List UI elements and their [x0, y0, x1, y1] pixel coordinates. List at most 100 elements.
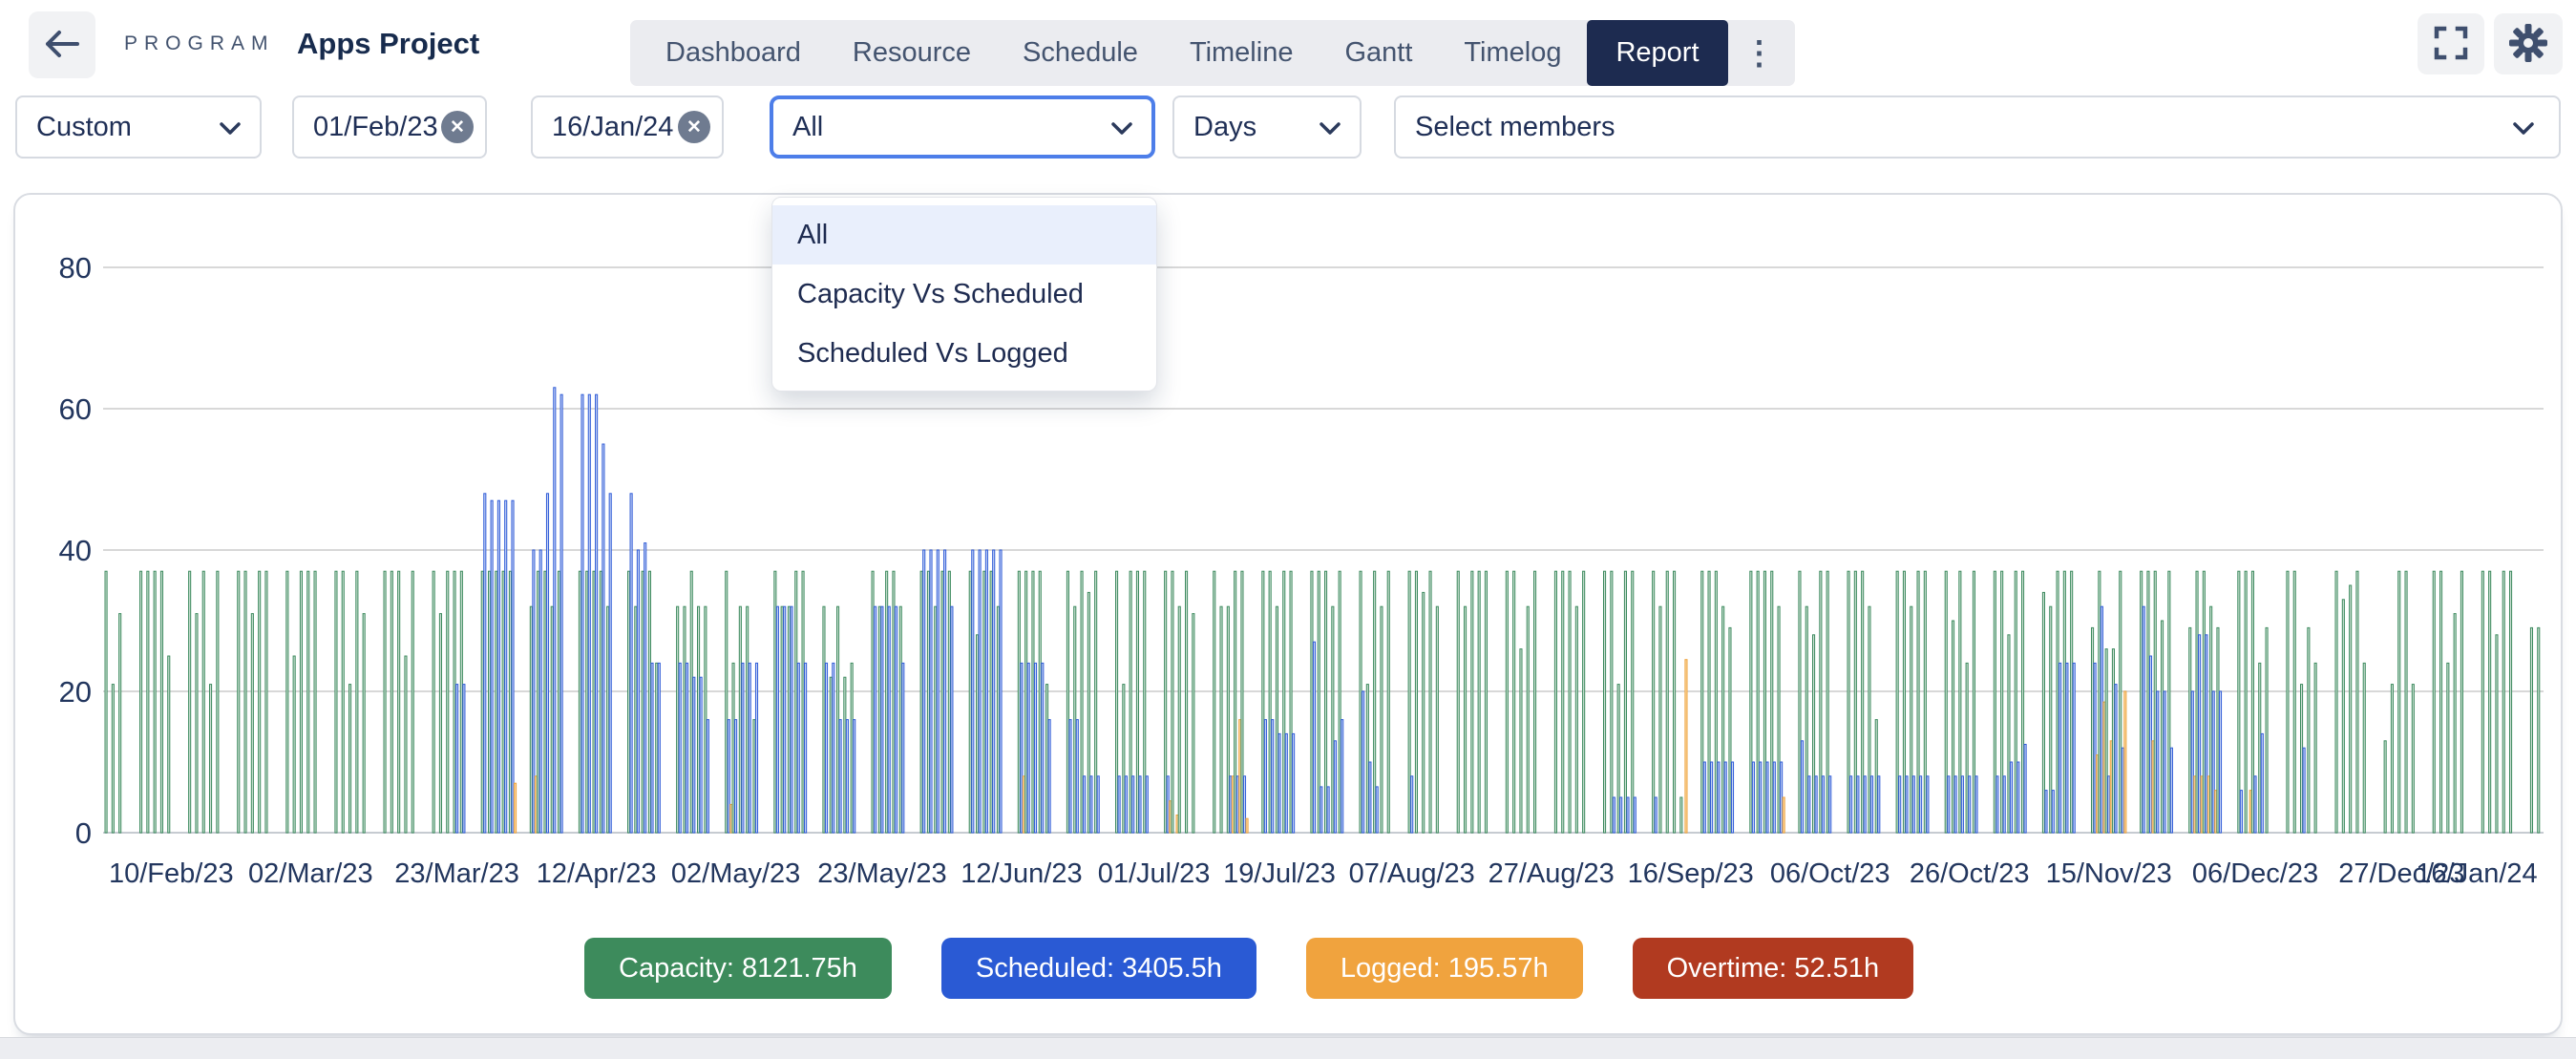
legend-scheduled-button[interactable]: Scheduled: 3405.5h: [940, 938, 1256, 999]
bar-capacity-day-47: [432, 570, 435, 834]
tab-gantt[interactable]: Gantt: [1344, 37, 1413, 68]
bar-capacity-day-58: [508, 570, 513, 834]
bar-capacity-day-2: [118, 613, 122, 834]
bar-scheduled-day-273: [2009, 761, 2014, 834]
bar-scheduled-day-140: [1083, 775, 1087, 834]
bar-capacity-day-114: [898, 605, 902, 834]
bar-capacity-day-28: [299, 570, 303, 834]
bar-capacity-day-92: [746, 605, 750, 834]
bar-capacity-day-100: [801, 570, 805, 834]
bar-capacity-day-258: [1902, 570, 1907, 834]
menu-option-all[interactable]: All: [772, 205, 1156, 265]
members-select[interactable]: Select members: [1394, 95, 2561, 159]
bar-capacity-day-288: [2111, 648, 2115, 834]
bar-capacity-day-268: [1972, 570, 1975, 834]
menu-option-capacity-vs-scheduled[interactable]: Capacity Vs Scheduled: [797, 278, 1084, 309]
bar-capacity-day-195: [1464, 605, 1467, 834]
bar-scheduled-day-82: [678, 662, 682, 834]
bar-capacity-day-69: [585, 570, 589, 834]
legend-overtime-button[interactable]: Overtime: 52.51h: [1632, 938, 1914, 999]
back-button[interactable]: [29, 11, 95, 78]
tab-resource[interactable]: Resource: [852, 37, 971, 68]
x-axis-label-19-Jul-23: 19/Jul/23: [1223, 858, 1336, 889]
clear-date-from-icon[interactable]: ✕: [441, 111, 474, 143]
tabs-more-menu-icon[interactable]: ⋮: [1742, 34, 1776, 72]
bar-capacity-day-76: [634, 605, 638, 834]
clear-date-to-icon[interactable]: ✕: [678, 111, 710, 143]
bar-capacity-day-217: [1616, 684, 1620, 834]
tab-dashboard[interactable]: Dashboard: [665, 37, 801, 68]
y-axis-label-60: 60: [59, 392, 92, 426]
bar-capacity-day-222: [1652, 570, 1656, 834]
bar-capacity-day-208: [1553, 570, 1558, 834]
bar-capacity-day-78: [647, 570, 652, 834]
bar-capacity-day-138: [1066, 570, 1070, 834]
bar-capacity-day-26: [285, 570, 289, 834]
bar-capacity-day-216: [1610, 570, 1614, 834]
bar-capacity-day-154: [1177, 605, 1181, 834]
chart-legend: Capacity: 8121.75h Scheduled: 3405.5h Logg…: [584, 938, 1914, 999]
bar-capacity-day-302: [2209, 605, 2213, 834]
legend-capacity-button[interactable]: Capacity: 8121.75h: [584, 938, 892, 999]
page-title: Apps Project: [297, 27, 480, 60]
report-type-select[interactable]: All: [770, 95, 1155, 159]
bar-capacity-day-236: [1749, 570, 1753, 834]
bar-capacity-day-286: [2098, 570, 2101, 834]
bar-capacity-day-112: [885, 570, 889, 834]
program-label: PROGRAM: [124, 32, 275, 54]
bar-scheduled-day-237: [1759, 761, 1763, 834]
bar-scheduled-day-86: [706, 719, 709, 834]
x-axis-label-06-Oct-23: 06/Oct/23: [1770, 858, 1890, 889]
chevron-down-icon: [1320, 112, 1341, 143]
bar-capacity-day-260: [1916, 570, 1920, 834]
bar-capacity-day-194: [1456, 570, 1460, 834]
bar-capacity-day-182: [1373, 570, 1377, 834]
bar-scheduled-day-231: [1717, 761, 1721, 834]
bar-scheduled-day-259: [1911, 775, 1915, 834]
bar-capacity-day-51: [459, 570, 463, 834]
settings-button[interactable]: [2494, 13, 2563, 74]
bar-scheduled-day-99: [796, 662, 800, 834]
granularity-value: Days: [1193, 111, 1257, 142]
granularity-select[interactable]: Days: [1172, 95, 1362, 159]
date-from-field[interactable]: 01/Feb/23 ✕: [292, 95, 487, 159]
bar-capacity-day-309: [2258, 662, 2262, 834]
bar-scheduled-day-230: [1710, 761, 1714, 834]
bar-capacity-day-238: [1763, 570, 1767, 834]
bar-scheduled-day-301: [2205, 634, 2208, 834]
bar-capacity-day-63: [543, 570, 547, 834]
tab-report[interactable]: Report: [1587, 20, 1728, 86]
bar-logged-day-289: [2123, 690, 2127, 834]
date-to-field[interactable]: 16/Jan/24 ✕: [531, 95, 724, 159]
bar-capacity-day-181: [1365, 684, 1369, 834]
bar-scheduled-day-121: [950, 605, 954, 834]
bar-capacity-day-42: [397, 570, 401, 834]
bar-capacity-day-250: [1847, 570, 1850, 834]
tab-timelog[interactable]: Timelog: [1464, 37, 1562, 68]
x-axis-label-16-Jan-24: 16/Jan/24: [2416, 858, 2537, 889]
bar-scheduled-day-174: [1320, 786, 1323, 834]
fullscreen-button[interactable]: [2418, 13, 2484, 74]
legend-logged-button[interactable]: Logged: 195.57h: [1305, 938, 1583, 999]
bar-scheduled-day-119: [936, 549, 940, 834]
bar-capacity-day-272: [2000, 570, 2004, 834]
tab-schedule[interactable]: Schedule: [1023, 37, 1138, 68]
bar-capacity-day-0: [104, 570, 108, 834]
bar-scheduled-day-302: [2211, 690, 2215, 834]
bar-scheduled-day-132: [1026, 662, 1030, 834]
bar-capacity-day-324: [2362, 662, 2366, 834]
tab-timeline[interactable]: Timeline: [1189, 37, 1294, 68]
bar-capacity-day-57: [501, 570, 505, 834]
bar-scheduled-day-182: [1375, 786, 1379, 834]
bar-scheduled-day-147: [1131, 775, 1135, 834]
bar-capacity-day-135: [1045, 684, 1049, 834]
bar-capacity-day-316: [2307, 626, 2311, 834]
menu-option-scheduled-vs-logged[interactable]: Scheduled Vs Logged: [797, 337, 1068, 369]
bar-scheduled-day-75: [629, 493, 633, 834]
bar-scheduled-day-254: [1877, 775, 1881, 834]
bar-scheduled-day-56: [496, 499, 500, 834]
bar-capacity-day-90: [731, 662, 735, 834]
bar-capacity-day-328: [2390, 684, 2394, 834]
bar-capacity-day-225: [1673, 570, 1677, 834]
range-preset-select[interactable]: Custom: [15, 95, 262, 159]
